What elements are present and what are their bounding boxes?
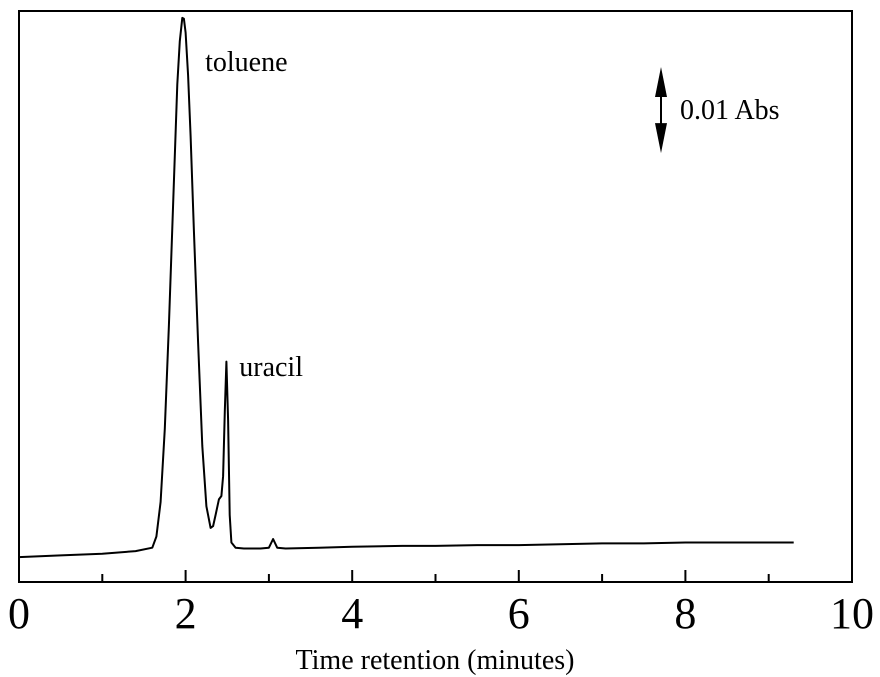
x-axis-label: Time retention (minutes) <box>296 645 575 676</box>
x-axis-ticks <box>101 570 770 582</box>
annotation-uracil: uracil <box>239 352 303 383</box>
x-tick-label: 0 <box>8 589 30 638</box>
series-line-chromatogram <box>18 16 794 559</box>
arrow-down-icon <box>655 123 667 154</box>
x-tick-label: 6 <box>508 589 530 638</box>
x-tick-label: 4 <box>341 589 363 638</box>
x-tick-label: 10 <box>830 589 874 638</box>
scale-bar-label: 0.01 Abs <box>680 95 780 126</box>
absorbance-scale-bar: 0.01 Abs <box>655 67 780 154</box>
x-axis-tick-labels: 0 2 4 6 8 10 <box>8 589 874 638</box>
x-tick-label: 8 <box>674 589 696 638</box>
x-tick-label: 2 <box>175 589 197 638</box>
annotation-toluene: toluene <box>205 47 287 78</box>
arrow-up-icon <box>655 67 667 97</box>
